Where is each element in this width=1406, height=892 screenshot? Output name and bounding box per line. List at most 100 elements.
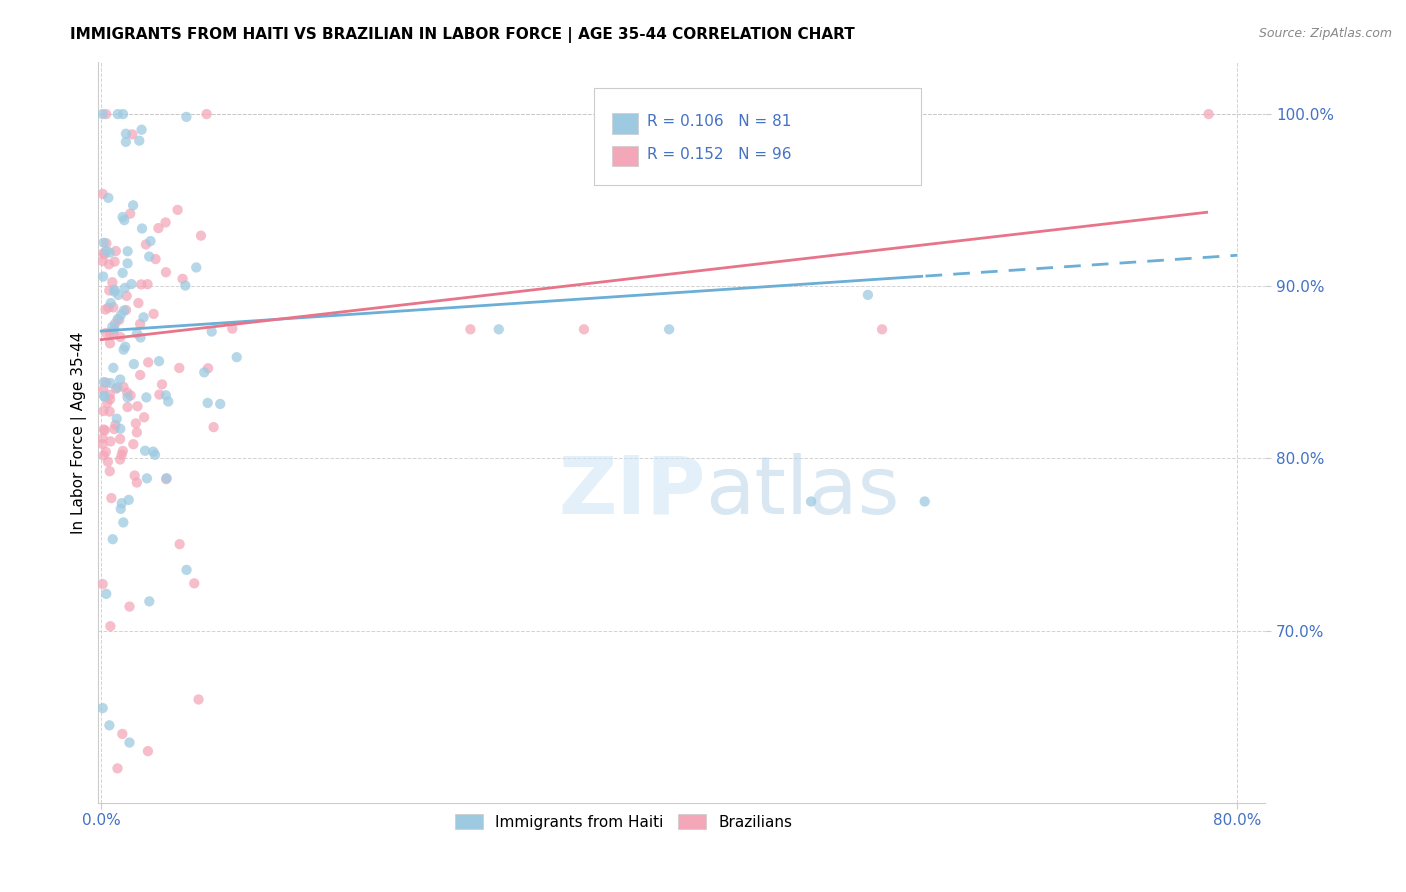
FancyBboxPatch shape [595,88,921,185]
Point [100,296,122,310]
Point [131,221,153,235]
Point [105,411,128,425]
Point [138,250,160,264]
Point [108,372,131,386]
Point [112,303,135,318]
Point [166,202,188,217]
Point [91,437,114,451]
Point [104,244,127,258]
Point [150,377,173,392]
Point [100,434,122,449]
Point [142,307,165,321]
Point [117,390,139,404]
Point [108,452,131,467]
Point [94,376,117,390]
Point [108,313,131,327]
Point [93,247,115,261]
Point [125,475,148,490]
Point [111,266,134,280]
Point [135,237,157,252]
Point [155,388,177,402]
Point [135,391,157,405]
Point [209,397,232,411]
Point [107,761,129,775]
Point [914,494,936,508]
Point [98,392,121,407]
Point [143,448,166,462]
Point [103,322,125,336]
Point [155,265,177,279]
Point [202,420,225,434]
Point [124,468,146,483]
Point [169,361,191,376]
Point [129,368,152,382]
Point [115,135,138,149]
Text: R = 0.106   N = 81: R = 0.106 N = 81 [647,114,792,129]
Point [91,269,114,284]
Point [112,516,135,530]
Point [94,302,117,317]
Point [112,107,135,121]
Point [120,388,142,402]
Point [107,107,129,121]
Point [118,492,141,507]
Point [138,594,160,608]
Point [103,422,125,436]
Point [121,128,143,142]
Point [129,277,152,292]
Text: Source: ZipAtlas.com: Source: ZipAtlas.com [1258,27,1392,40]
Point [104,283,127,297]
Point [148,354,170,368]
Point [98,464,121,478]
Point [96,396,118,410]
Point [125,417,148,431]
Text: IMMIGRANTS FROM HAITI VS BRAZILIAN IN LABOR FORCE | AGE 35-44 CORRELATION CHART: IMMIGRANTS FROM HAITI VS BRAZILIAN IN LA… [70,27,855,43]
Point [104,254,127,268]
Point [225,350,247,364]
Point [120,206,142,220]
Point [94,445,117,459]
Point [148,221,170,235]
Point [114,340,136,354]
Point [94,107,117,121]
Point [572,322,595,336]
Point [176,563,198,577]
Point [96,244,118,259]
Point [114,281,136,295]
Point [93,390,115,404]
Point [117,400,139,414]
Point [129,317,152,331]
Point [93,449,115,463]
Point [101,275,124,289]
Point [96,236,118,251]
Point [197,361,219,376]
Point [111,496,134,510]
Legend: Immigrants from Haiti, Brazilians: Immigrants from Haiti, Brazilians [449,808,799,836]
Point [127,399,149,413]
Point [221,321,243,335]
Point [174,278,197,293]
Point [142,444,165,458]
Point [104,317,127,331]
Point [156,471,179,485]
Point [145,252,167,266]
Point [93,375,115,389]
Point [97,257,120,271]
Point [136,355,159,369]
Point [195,107,218,121]
Point [110,501,132,516]
Point [139,234,162,248]
Point [96,587,118,601]
Point [103,285,125,299]
Point [104,417,127,432]
Point [110,308,132,322]
Text: atlas: atlas [706,453,900,531]
Point [107,380,129,394]
Point [93,235,115,250]
Point [100,376,122,390]
Point [91,431,114,445]
Point [105,382,128,396]
Point [115,303,138,318]
Point [110,330,132,344]
Point [132,310,155,325]
